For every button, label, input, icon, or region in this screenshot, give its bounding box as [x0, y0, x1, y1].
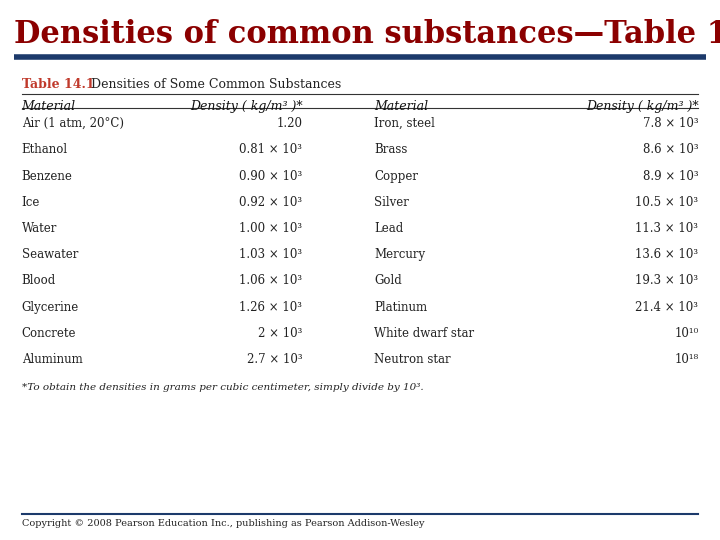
Text: 8.6 × 10³: 8.6 × 10³: [643, 143, 698, 157]
Text: Platinum: Platinum: [374, 300, 428, 314]
Text: Brass: Brass: [374, 143, 408, 157]
Text: 11.3 × 10³: 11.3 × 10³: [635, 222, 698, 235]
Text: Glycerine: Glycerine: [22, 300, 79, 314]
Text: 10.5 × 10³: 10.5 × 10³: [635, 195, 698, 209]
Text: Copyright © 2008 Pearson Education Inc., publishing as Pearson Addison-Wesley: Copyright © 2008 Pearson Education Inc.,…: [22, 519, 424, 529]
Text: Neutron star: Neutron star: [374, 353, 451, 366]
Text: Water: Water: [22, 222, 57, 235]
Text: 8.9 × 10³: 8.9 × 10³: [643, 170, 698, 183]
Text: Gold: Gold: [374, 274, 402, 287]
Text: 1.26 × 10³: 1.26 × 10³: [239, 300, 302, 314]
Text: Silver: Silver: [374, 195, 409, 209]
Text: Blood: Blood: [22, 274, 56, 287]
Text: 2.7 × 10³: 2.7 × 10³: [247, 353, 302, 366]
Text: 1.20: 1.20: [276, 117, 302, 130]
Text: 10¹⁰: 10¹⁰: [674, 327, 698, 340]
Text: 1.06 × 10³: 1.06 × 10³: [239, 274, 302, 287]
Text: Copper: Copper: [374, 170, 418, 183]
Text: 10¹⁸: 10¹⁸: [674, 353, 698, 366]
Text: 0.90 × 10³: 0.90 × 10³: [239, 170, 302, 183]
Text: Air (1 atm, 20°C): Air (1 atm, 20°C): [22, 117, 124, 130]
Text: 1.03 × 10³: 1.03 × 10³: [239, 248, 302, 261]
Text: 7.8 × 10³: 7.8 × 10³: [643, 117, 698, 130]
Text: 2 × 10³: 2 × 10³: [258, 327, 302, 340]
Text: 21.4 × 10³: 21.4 × 10³: [635, 300, 698, 314]
Text: *To obtain the densities in grams per cubic centimeter, simply divide by 10³.: *To obtain the densities in grams per cu…: [22, 383, 423, 393]
Text: Ethanol: Ethanol: [22, 143, 68, 157]
Text: Density ( kg/m³ )*: Density ( kg/m³ )*: [190, 100, 302, 113]
Text: Densities of common substances—Table 14.1: Densities of common substances—Table 14.…: [14, 19, 720, 50]
Text: Lead: Lead: [374, 222, 404, 235]
Text: Aluminum: Aluminum: [22, 353, 82, 366]
Text: Mercury: Mercury: [374, 248, 426, 261]
Text: 13.6 × 10³: 13.6 × 10³: [635, 248, 698, 261]
Text: 1.00 × 10³: 1.00 × 10³: [239, 222, 302, 235]
Text: 19.3 × 10³: 19.3 × 10³: [635, 274, 698, 287]
Text: Table 14.1: Table 14.1: [22, 78, 94, 91]
Text: Seawater: Seawater: [22, 248, 78, 261]
Text: White dwarf star: White dwarf star: [374, 327, 474, 340]
Text: Ice: Ice: [22, 195, 40, 209]
Text: 0.92 × 10³: 0.92 × 10³: [239, 195, 302, 209]
Text: Iron, steel: Iron, steel: [374, 117, 436, 130]
Text: Densities of Some Common Substances: Densities of Some Common Substances: [83, 78, 341, 91]
Text: Density ( kg/m³ )*: Density ( kg/m³ )*: [586, 100, 698, 113]
Text: Benzene: Benzene: [22, 170, 73, 183]
Text: Material: Material: [22, 100, 76, 113]
Text: Material: Material: [374, 100, 428, 113]
Text: Concrete: Concrete: [22, 327, 76, 340]
Text: 0.81 × 10³: 0.81 × 10³: [239, 143, 302, 157]
